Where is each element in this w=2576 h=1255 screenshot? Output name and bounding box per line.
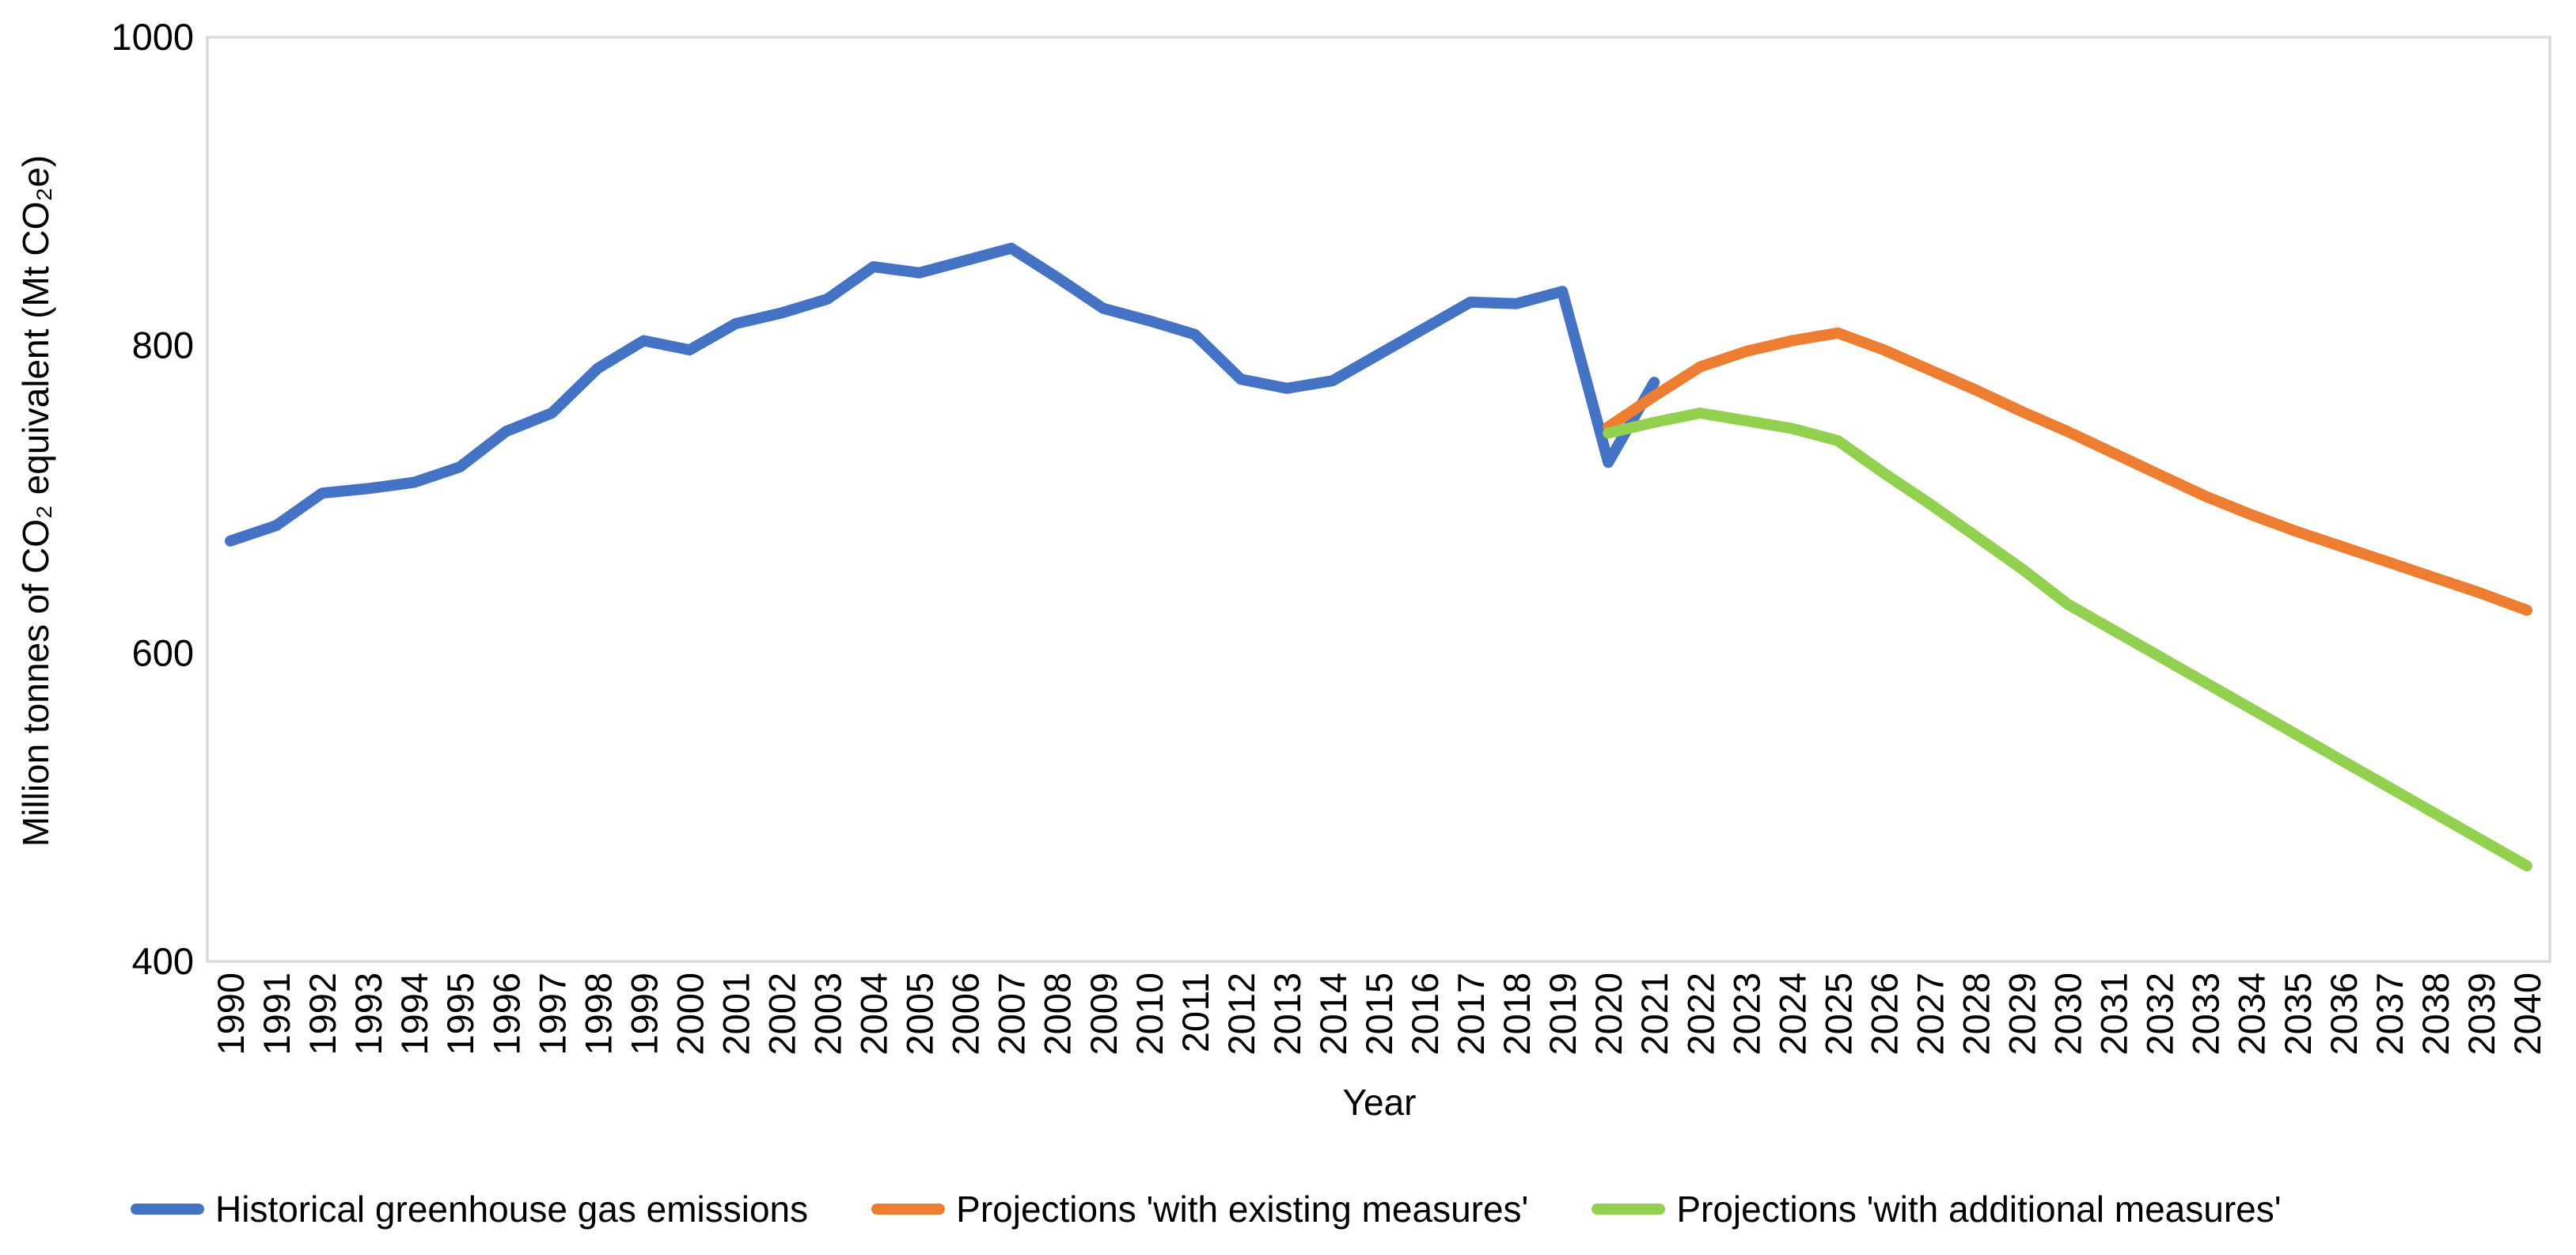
x-tick-label: 2039 <box>2460 973 2502 1056</box>
x-tick-label: 2000 <box>669 973 711 1056</box>
x-tick-label: 2028 <box>1956 973 1997 1056</box>
y-tick-label: 400 <box>132 940 194 982</box>
x-tick-label: 2023 <box>1725 973 1767 1056</box>
x-tick-label: 2031 <box>2093 973 2135 1056</box>
x-tick-label: 2025 <box>1817 973 1859 1056</box>
x-tick-label: 1994 <box>393 973 435 1056</box>
x-tick-label: 2026 <box>1863 973 1905 1056</box>
x-tick-label: 2027 <box>1910 973 1952 1056</box>
x-tick-label: 2016 <box>1404 973 1446 1056</box>
y-tick-label: 1000 <box>111 16 194 58</box>
x-tick-label: 2032 <box>2139 973 2181 1056</box>
x-tick-label: 2012 <box>1220 973 1262 1056</box>
x-tick-label: 2035 <box>2277 973 2319 1056</box>
chart-legend: Historical greenhouse gas emissions Proj… <box>131 1188 2282 1230</box>
x-tick-label: 1995 <box>439 973 481 1056</box>
x-tick-label: 2033 <box>2185 973 2227 1056</box>
legend-item-existing-measures: Projections 'with existing measures' <box>871 1188 1528 1230</box>
x-tick-label: 2003 <box>807 973 849 1056</box>
existing-measures-series-swatch-icon <box>871 1204 946 1215</box>
x-tick-label: 1990 <box>210 973 252 1056</box>
x-tick-label: 2008 <box>1037 973 1079 1056</box>
series-line-2 <box>1603 408 2532 872</box>
legend-label-historical: Historical greenhouse gas emissions <box>215 1189 809 1230</box>
x-tick-label: 1997 <box>531 973 573 1056</box>
x-tick-label: 2022 <box>1679 973 1721 1056</box>
legend-label-additional-measures: Projections 'with additional measures' <box>1676 1189 2282 1230</box>
y-tick-label: 600 <box>132 632 194 674</box>
x-tick-label: 2006 <box>945 973 987 1056</box>
additional-measures-series-swatch-icon <box>1592 1204 1666 1215</box>
x-tick-label: 2038 <box>2415 973 2456 1056</box>
series-line-1 <box>1603 327 2532 616</box>
x-tick-label: 2013 <box>1266 973 1308 1056</box>
x-tick-label: 2030 <box>2047 973 2089 1056</box>
x-tick-label: 2037 <box>2369 973 2411 1056</box>
x-tick-label: 2036 <box>2323 973 2365 1056</box>
x-tick-label: 2011 <box>1174 973 1216 1052</box>
x-tick-label: 2005 <box>899 973 941 1056</box>
legend-item-additional-measures: Projections 'with additional measures' <box>1592 1188 2282 1230</box>
y-axis-title: Million tonnes of CO₂ equivalent (Mt CO₂… <box>15 154 56 847</box>
x-tick-label: 2014 <box>1312 973 1354 1056</box>
x-tick-label: 2017 <box>1450 973 1492 1056</box>
x-tick-label: 2001 <box>715 973 757 1056</box>
x-tick-label: 2029 <box>2001 973 2043 1056</box>
x-tick-label: 2021 <box>1633 973 1675 1056</box>
x-tick-label: 2002 <box>761 973 803 1056</box>
y-tick-label: 800 <box>132 324 194 366</box>
x-tick-label: 2019 <box>1542 973 1584 1056</box>
x-tick-label: 2034 <box>2231 973 2273 1056</box>
x-tick-label: 2004 <box>853 973 895 1056</box>
series-line-0 <box>225 242 1660 547</box>
historical-series-swatch-icon <box>131 1204 204 1215</box>
x-tick-label: 2015 <box>1358 973 1400 1056</box>
x-tick-label: 2009 <box>1083 973 1125 1056</box>
x-axis-title: Year <box>1342 1082 1417 1123</box>
x-tick-label: 2024 <box>1771 973 1813 1056</box>
x-tick-label: 2007 <box>991 973 1033 1056</box>
legend-item-historical: Historical greenhouse gas emissions <box>131 1188 808 1230</box>
x-tick-label: 2020 <box>1588 973 1629 1056</box>
plot-area-border <box>206 36 2551 963</box>
x-tick-label: 1999 <box>623 973 665 1056</box>
x-tick-label: 1998 <box>577 973 619 1056</box>
legend-label-existing-measures: Projections 'with existing measures' <box>956 1189 1529 1230</box>
x-tick-label: 1996 <box>485 973 527 1056</box>
x-tick-label: 2040 <box>2506 973 2548 1056</box>
x-tick-label: 2018 <box>1496 973 1538 1056</box>
x-tick-label: 1993 <box>347 973 389 1056</box>
x-tick-label: 1992 <box>302 973 343 1056</box>
x-tick-label: 2010 <box>1129 973 1170 1056</box>
x-tick-label: 1991 <box>256 973 298 1056</box>
